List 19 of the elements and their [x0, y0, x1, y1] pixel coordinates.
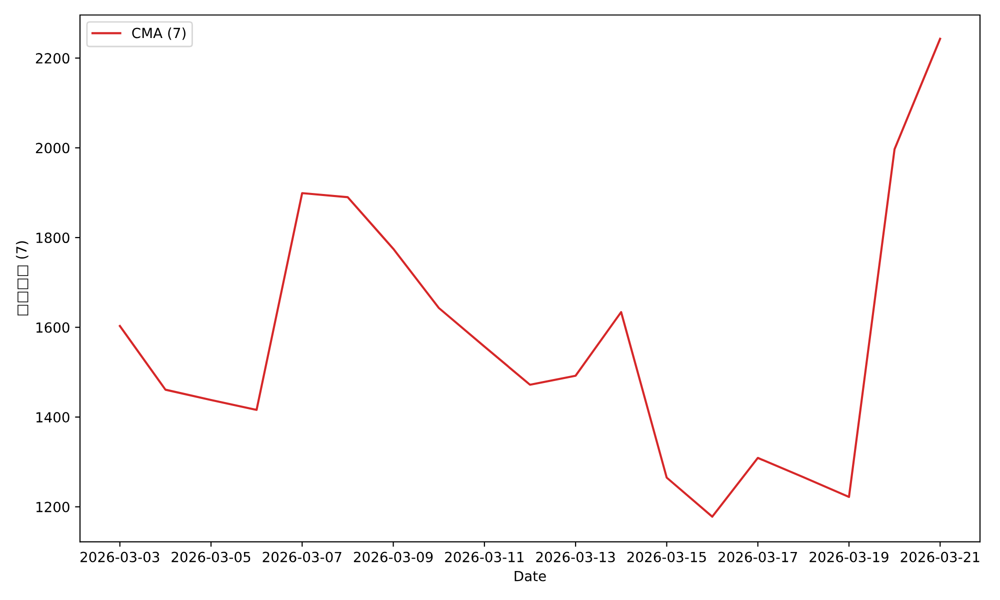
x-tick-label: 2026-03-11: [445, 552, 524, 562]
y-tick-label: 1200: [36, 502, 70, 512]
y-tick-label: 1800: [36, 232, 70, 244]
y-tick-label: 1400: [36, 412, 70, 423]
y-tick-label: 2200: [36, 53, 70, 64]
y-axis-title: □□□□ (7): [16, 241, 28, 316]
x-tick-label: 2026-03-15: [627, 552, 706, 562]
y-tick-label: 1600: [36, 322, 70, 333]
legend-label: CMA (7): [132, 28, 186, 40]
x-tick-label: 2026-03-17: [718, 552, 798, 562]
y-tick-label: 2000: [36, 142, 70, 154]
x-tick-label: 2026-03-05: [172, 552, 250, 562]
x-tick-label: 2026-03-09: [354, 552, 433, 562]
x-axis-title: Date: [514, 570, 546, 582]
x-tick-label: 2026-03-07: [262, 552, 342, 562]
x-tick-label: 2026-03-21: [900, 552, 980, 562]
x-tick-label: 2026-03-03: [80, 552, 160, 562]
x-tick-label: 2026-03-13: [536, 552, 615, 562]
x-tick-label: 2026-03-19: [810, 552, 888, 562]
